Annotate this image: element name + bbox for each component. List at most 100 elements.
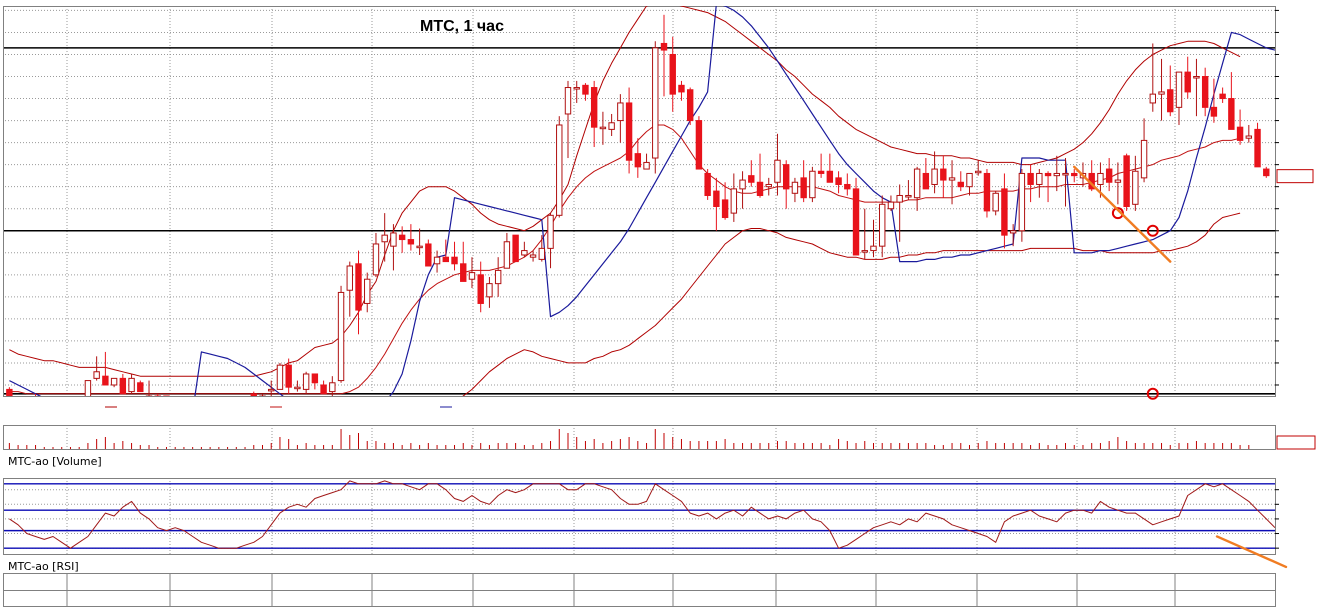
candle-43 bbox=[381, 213, 388, 262]
candle-body-110 bbox=[966, 172, 973, 188]
candle-body-0 bbox=[6, 388, 13, 396]
candle-91 bbox=[800, 160, 807, 203]
candle-44 bbox=[390, 224, 397, 271]
candle-body-41 bbox=[364, 278, 371, 304]
candle-69 bbox=[608, 113, 615, 136]
candle-body-78 bbox=[686, 89, 694, 122]
candle-68 bbox=[599, 111, 607, 145]
volume-y-axis bbox=[1276, 435, 1316, 450]
candle-45 bbox=[398, 226, 406, 253]
candle-39 bbox=[346, 261, 353, 317]
candle-89 bbox=[782, 160, 790, 209]
price-indicator-lines bbox=[9, 6, 1275, 396]
candle-body-96 bbox=[844, 183, 851, 190]
candle-61 bbox=[538, 235, 546, 262]
candle-body-46 bbox=[407, 239, 415, 245]
candle-98 bbox=[861, 208, 868, 260]
candle-body-12 bbox=[110, 377, 118, 386]
candle-body-28 bbox=[250, 393, 257, 396]
candle-body-130 bbox=[1140, 139, 1148, 179]
candle-100 bbox=[879, 195, 886, 258]
candle-body-59 bbox=[521, 250, 528, 256]
candle-body-94 bbox=[826, 170, 834, 183]
candle-64 bbox=[564, 80, 572, 159]
candle-55 bbox=[486, 277, 493, 308]
candle-body-104 bbox=[913, 168, 921, 199]
candle-body-83 bbox=[730, 188, 738, 214]
price-panel: МТС, 1 час bbox=[3, 6, 1314, 408]
candle-body-72 bbox=[634, 153, 642, 168]
candle-body-113 bbox=[992, 192, 999, 212]
circle-marker-1 bbox=[1146, 224, 1159, 237]
candle-47 bbox=[416, 228, 423, 255]
candle-body-14 bbox=[128, 377, 135, 393]
candle-74 bbox=[652, 41, 659, 174]
candle-11 bbox=[102, 351, 109, 386]
candle-137 bbox=[1201, 67, 1209, 117]
candle-body-87 bbox=[765, 183, 772, 188]
candle-body-35 bbox=[311, 373, 319, 384]
candle-94 bbox=[826, 153, 834, 183]
candle-133 bbox=[1167, 65, 1174, 117]
candle-132 bbox=[1158, 58, 1165, 121]
price-candles bbox=[6, 14, 1270, 396]
candle-body-121 bbox=[1062, 172, 1069, 176]
candle-body-39 bbox=[346, 265, 353, 291]
candle-12 bbox=[110, 377, 118, 388]
candle-body-53 bbox=[468, 272, 476, 280]
candle-79 bbox=[695, 116, 703, 170]
candle-body-88 bbox=[774, 159, 781, 183]
candle-body-68 bbox=[599, 126, 607, 130]
rsi-annotations bbox=[1215, 535, 1288, 569]
candle-body-109 bbox=[957, 181, 964, 188]
candle-126 bbox=[1105, 158, 1113, 192]
candle-71 bbox=[625, 87, 633, 174]
candle-body-55 bbox=[486, 283, 493, 298]
candle-42 bbox=[372, 232, 380, 278]
candle-body-76 bbox=[669, 53, 676, 95]
rsi-legend: MTC-ao [RSI] bbox=[8, 560, 79, 573]
candle-body-42 bbox=[372, 243, 380, 276]
candle-body-50 bbox=[442, 256, 449, 263]
candle-0 bbox=[6, 387, 13, 396]
candle-body-117 bbox=[1027, 172, 1034, 185]
candle-body-135 bbox=[1184, 71, 1191, 93]
volume-panel: MTC-ao [Volume] bbox=[3, 425, 1316, 468]
candle-body-10 bbox=[93, 371, 100, 379]
candle-134 bbox=[1175, 71, 1183, 125]
candle-body-142 bbox=[1245, 135, 1253, 139]
candle-body-98 bbox=[861, 250, 868, 253]
candle-140 bbox=[1228, 72, 1235, 130]
rsi-grid bbox=[5, 478, 1275, 554]
candle-body-143 bbox=[1254, 128, 1261, 168]
candle-17 bbox=[154, 393, 161, 396]
rsi-reference-levels bbox=[4, 483, 1275, 549]
candle-body-108 bbox=[948, 177, 956, 181]
candle-body-63 bbox=[556, 124, 563, 216]
volume-grid bbox=[66, 425, 1176, 449]
candle-115 bbox=[1009, 224, 1017, 247]
time-axis-frame bbox=[3, 573, 1276, 607]
bollinger-lower-line bbox=[462, 212, 1241, 396]
rsi-y-axis bbox=[1275, 489, 1279, 549]
candle-65 bbox=[573, 80, 580, 103]
price-annotations bbox=[1073, 165, 1172, 400]
candle-body-38 bbox=[337, 291, 345, 382]
candle-body-40 bbox=[355, 263, 362, 311]
candle-body-91 bbox=[800, 177, 807, 199]
candle-body-62 bbox=[547, 214, 554, 249]
candle-body-92 bbox=[809, 170, 816, 199]
candle-32 bbox=[285, 358, 292, 394]
candle-9 bbox=[84, 380, 92, 396]
candle-136 bbox=[1193, 58, 1200, 117]
candle-75 bbox=[660, 14, 668, 97]
candle-41 bbox=[364, 272, 371, 313]
candle-body-127 bbox=[1114, 179, 1122, 183]
candle-body-13 bbox=[119, 377, 127, 395]
candle-body-66 bbox=[582, 84, 589, 95]
candle-70 bbox=[617, 94, 624, 143]
price-panel-frame bbox=[3, 6, 1276, 397]
candle-96 bbox=[844, 173, 851, 196]
candle-body-140 bbox=[1228, 98, 1235, 130]
